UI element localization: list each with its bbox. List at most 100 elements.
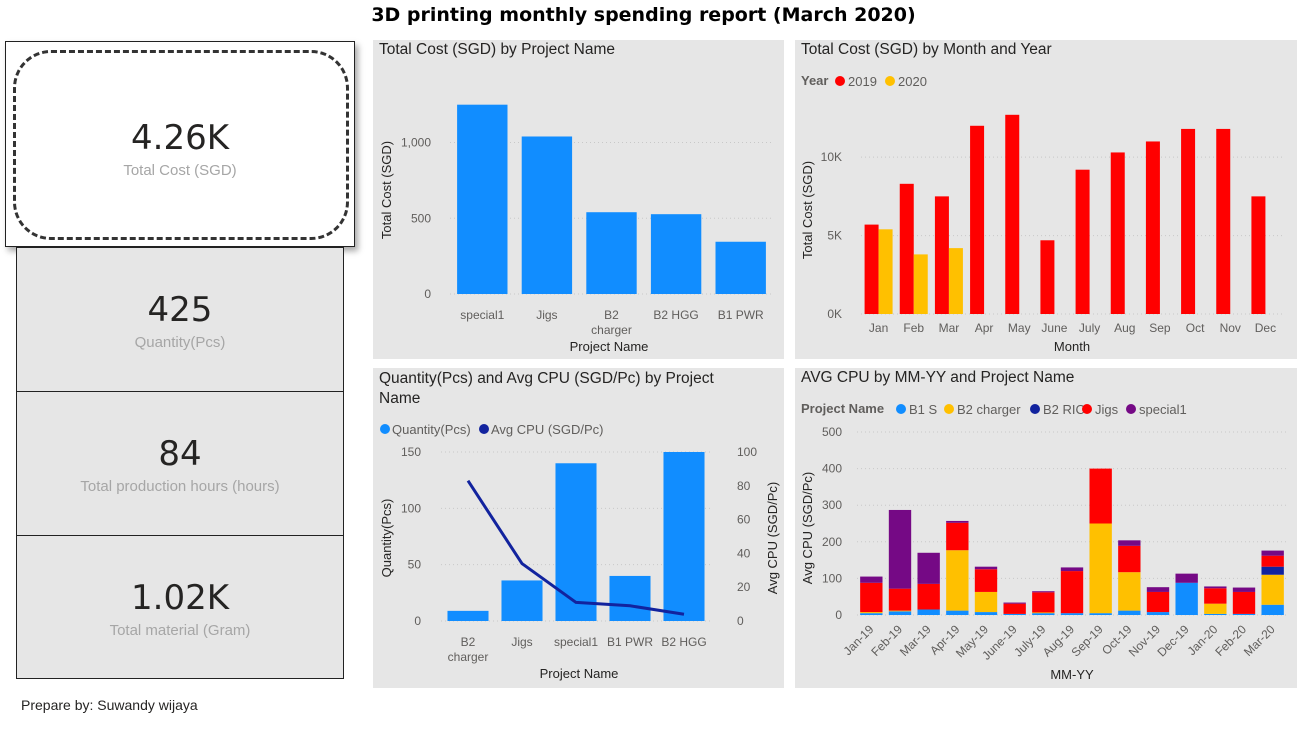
- x-tick-label: B2: [604, 308, 619, 322]
- stack-segment-mar-19-b1-s: [917, 609, 940, 615]
- bar-july-2019: [1075, 169, 1090, 314]
- stack-segment-dec-19-special1: [1175, 573, 1198, 583]
- x-tick-label: special1: [554, 635, 598, 649]
- x-tick-label: Jigs: [511, 635, 532, 649]
- stack-segment-feb-19-b2-charger: [888, 610, 912, 612]
- x-tick-label: B2 HGG: [661, 635, 706, 649]
- bar-mar-2020: [948, 248, 963, 314]
- x-tick-label: Jan: [869, 321, 888, 335]
- legend-marker-quantity: [380, 424, 390, 434]
- stack-segment-jan-19-b2-charger: [860, 612, 883, 614]
- legend-marker-special1: [1126, 404, 1136, 414]
- y-tick-label: 500: [822, 425, 842, 439]
- y-tick-label: 200: [822, 535, 842, 549]
- chart-panel-avg-cpu[interactable]: AVG CPU by MM-YY and Project Name Projec…: [795, 368, 1297, 688]
- kpi-label: Quantity(Pcs): [134, 334, 226, 351]
- stack-segment-jan-20-b1-s: [1204, 613, 1227, 615]
- y2-tick-label: 20: [737, 580, 751, 594]
- x-tick-label: charger: [591, 323, 632, 337]
- stack-segment-apr-19-jigs: [946, 522, 969, 551]
- y-tick-label: 10K: [821, 150, 842, 164]
- stack-segment-aug-19-b1-s: [1060, 613, 1084, 615]
- stack-segment-july-19-b1-s: [1032, 613, 1055, 615]
- y-tick-label: 100: [822, 571, 842, 585]
- bar-jan-2020: [878, 229, 893, 314]
- y-tick-label: 0: [414, 614, 421, 628]
- y2-tick-label: 80: [737, 479, 751, 493]
- y-tick-label: 0: [835, 608, 842, 622]
- x-tick-label: Aug: [1114, 321, 1135, 335]
- stack-segment-mar-20-special1: [1261, 550, 1284, 556]
- stack-segment-oct-19-jigs: [1118, 545, 1141, 573]
- stack-segment-feb-19-jigs: [888, 588, 912, 611]
- kpi-card-dashed-border: [13, 50, 349, 240]
- stack-segment-mar-20-b1-s: [1261, 604, 1284, 615]
- stack-segment-may-19-jigs: [974, 569, 998, 592]
- x-tick-label: Mar-20: [1241, 622, 1278, 659]
- kpi-label: Total material (Gram): [109, 622, 251, 639]
- x-axis-label: Project Name: [570, 339, 649, 354]
- x-tick-label: June: [1041, 321, 1067, 335]
- x-tick-label: Apr: [975, 321, 994, 335]
- bar-b1-pwr: [715, 241, 766, 294]
- x-tick-label: May: [1008, 321, 1031, 335]
- stack-segment-mar-19-jigs: [917, 583, 940, 610]
- bar-nov-2019: [1216, 128, 1231, 314]
- legend-marker-b2-charger: [944, 404, 954, 414]
- x-tick-label: Nov: [1220, 321, 1241, 335]
- bar-special1: [457, 104, 508, 294]
- stack-segment-jan-19-special1: [860, 576, 883, 583]
- kpi-label: Total Cost (SGD): [123, 162, 237, 179]
- x-tick-label: Sep: [1149, 321, 1171, 335]
- stack-segment-feb-19-special1: [888, 509, 912, 589]
- kpi-value: 425: [147, 290, 213, 330]
- chart-title: Total Cost (SGD) by Project Name: [379, 41, 616, 58]
- chart-title: AVG CPU by MM-YY and Project Name: [801, 369, 1075, 386]
- x-tick-label: Mar: [939, 321, 960, 335]
- y-axis-label: Total Cost (SGD): [379, 141, 394, 239]
- stack-segment-sep-19-b2-charger: [1089, 523, 1112, 614]
- legend-label: special1: [1139, 402, 1187, 417]
- y-tick-label: 150: [401, 445, 421, 459]
- legend-label: B2 charger: [957, 402, 1021, 417]
- bar-jigs: [501, 580, 543, 621]
- legend-label: Quantity(Pcs): [392, 422, 471, 437]
- kpi-card-production-hours[interactable]: 84 Total production hours (hours): [16, 391, 344, 536]
- x-tick-label: July: [1079, 321, 1100, 335]
- y-tick-label: 100: [401, 501, 421, 515]
- stack-segment-may-19-special1: [974, 566, 998, 570]
- bar-oct-2019: [1181, 128, 1196, 314]
- y-axis-label: Total Cost (SGD): [800, 161, 815, 259]
- x-tick-label: Oct: [1186, 321, 1205, 335]
- x-axis-label: MM-YY: [1050, 667, 1094, 682]
- legend-label: Jigs: [1095, 402, 1119, 417]
- bar-sep-2019: [1145, 141, 1160, 314]
- chart-panel-cost-by-month[interactable]: Total Cost (SGD) by Month and Year Year 2…: [795, 40, 1297, 359]
- stack-segment-oct-19-b1-s: [1118, 610, 1141, 615]
- footer-credit: Prepare by: Suwandy wijaya: [21, 697, 198, 713]
- y-tick-label: 400: [822, 462, 842, 476]
- x-tick-label: Dec: [1255, 321, 1276, 335]
- kpi-card-quantity[interactable]: 425 Quantity(Pcs): [16, 247, 344, 392]
- stack-segment-oct-19-b2-charger: [1118, 572, 1141, 611]
- chart-panel-quantity-cpu[interactable]: Quantity(Pcs) and Avg CPU (SGD/Pc) by Pr…: [373, 368, 784, 688]
- stack-segment-apr-19-b1-s: [946, 610, 969, 615]
- y2-tick-label: 40: [737, 546, 751, 560]
- legend-label: Avg CPU (SGD/Pc): [491, 422, 603, 437]
- legend-title: Project Name: [801, 401, 884, 416]
- x-tick-label: special1: [460, 308, 504, 322]
- y-axis-label: Avg CPU (SGD/Pc): [800, 472, 815, 584]
- stack-segment-nov-19-jigs: [1146, 591, 1170, 613]
- stack-segment-feb-20-b1-s: [1232, 613, 1256, 615]
- kpi-card-total-cost[interactable]: 4.26K Total Cost (SGD): [5, 41, 355, 247]
- y-tick-label: 1,000: [401, 136, 431, 150]
- x-tick-label: B1 PWR: [607, 635, 653, 649]
- chart-panel-cost-by-project[interactable]: Total Cost (SGD) by Project Name 0 500 1,0…: [373, 40, 784, 359]
- stack-segment-mar-20-b2-charger: [1261, 574, 1284, 605]
- x-tick-label: Jigs: [536, 308, 557, 322]
- legend-label: B2 RIC: [1043, 402, 1085, 417]
- stack-segment-feb-20-jigs: [1232, 591, 1256, 614]
- stack-segment-aug-19-special1: [1060, 567, 1084, 572]
- chart-title: Quantity(Pcs) and Avg CPU (SGD/Pc) by Pr…: [379, 370, 714, 407]
- kpi-card-material[interactable]: 1.02K Total material (Gram): [16, 535, 344, 679]
